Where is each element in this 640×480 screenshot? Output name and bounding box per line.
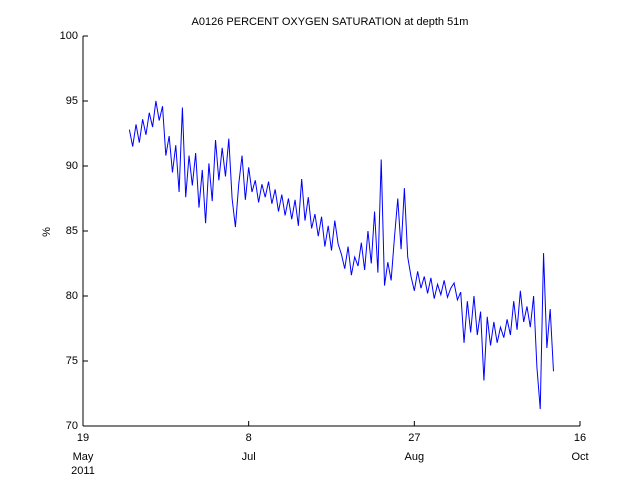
y-tick-label: 70 (66, 420, 78, 432)
x-tick-label: 19 (77, 432, 89, 444)
y-tick-label: 90 (66, 160, 78, 172)
y-axis-label: % (41, 227, 53, 237)
x-tick-label: 27 (408, 432, 420, 444)
x-tick-month: Oct (571, 451, 588, 463)
year-label: 2011 (71, 465, 95, 477)
x-tick-label: 16 (574, 432, 586, 444)
chart-title: A0126 PERCENT OXYGEN SATURATION at depth… (192, 16, 469, 28)
y-tick-label: 80 (66, 290, 78, 302)
y-tick-label: 100 (60, 30, 78, 42)
x-tick-month: May (73, 451, 94, 463)
x-tick-month: Jul (242, 451, 256, 463)
y-tick-label: 95 (66, 95, 78, 107)
y-tick-label: 75 (66, 355, 78, 367)
data-line (128, 100, 554, 410)
y-tick-label: 85 (66, 225, 78, 237)
x-tick-month: Aug (405, 451, 425, 463)
x-tick-label: 8 (246, 432, 252, 444)
